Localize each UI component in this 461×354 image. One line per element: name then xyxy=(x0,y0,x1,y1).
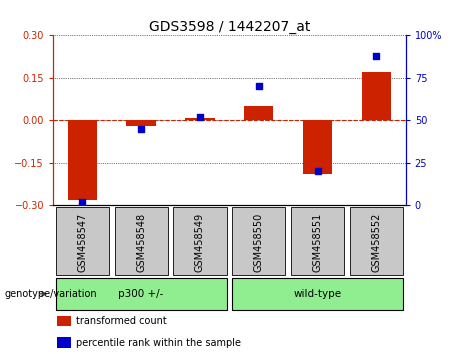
Text: genotype/variation: genotype/variation xyxy=(5,289,97,299)
Text: GSM458551: GSM458551 xyxy=(313,212,323,272)
Point xyxy=(79,199,86,205)
Text: GSM458549: GSM458549 xyxy=(195,212,205,272)
Point xyxy=(196,114,204,120)
FancyBboxPatch shape xyxy=(56,278,226,310)
Bar xyxy=(68,120,97,200)
Bar xyxy=(57,316,71,326)
FancyBboxPatch shape xyxy=(350,207,403,275)
Text: wild-type: wild-type xyxy=(294,289,342,299)
Text: transformed count: transformed count xyxy=(76,316,167,326)
FancyBboxPatch shape xyxy=(56,207,109,275)
Text: GSM458547: GSM458547 xyxy=(77,212,88,272)
Bar xyxy=(361,72,391,120)
Text: percentile rank within the sample: percentile rank within the sample xyxy=(76,337,241,348)
Point xyxy=(137,126,145,132)
Point xyxy=(314,169,321,174)
Text: GSM458548: GSM458548 xyxy=(136,212,146,272)
Bar xyxy=(303,120,332,174)
Bar xyxy=(185,118,215,120)
Text: GSM458550: GSM458550 xyxy=(254,212,264,272)
Title: GDS3598 / 1442207_at: GDS3598 / 1442207_at xyxy=(148,21,310,34)
FancyBboxPatch shape xyxy=(232,278,403,310)
Text: p300 +/-: p300 +/- xyxy=(118,289,164,299)
FancyBboxPatch shape xyxy=(115,207,168,275)
FancyBboxPatch shape xyxy=(232,207,285,275)
Text: GSM458552: GSM458552 xyxy=(371,212,381,272)
Bar xyxy=(244,106,273,120)
FancyBboxPatch shape xyxy=(291,207,344,275)
Bar xyxy=(126,120,156,126)
Point xyxy=(372,53,380,59)
FancyBboxPatch shape xyxy=(173,207,226,275)
Bar xyxy=(57,337,71,348)
Point xyxy=(255,84,262,89)
